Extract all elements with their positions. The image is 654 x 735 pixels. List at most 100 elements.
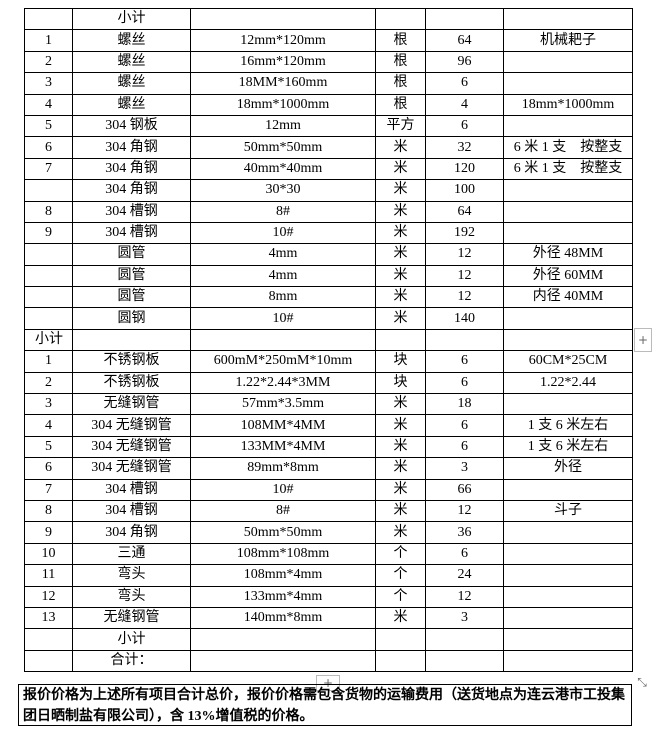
table-cell: 133MM*4MM <box>190 435 376 459</box>
table-cell: 1 <box>24 29 73 52</box>
table-row: 圆管 8mm 米 12 内径 40MM <box>24 286 633 309</box>
table-cell <box>190 7 376 31</box>
table-cell: 8 <box>24 499 73 523</box>
table-cell <box>72 328 191 352</box>
table-row: 3 无缝钢管 57mm*3.5mm 米 18 <box>24 393 633 416</box>
table-cell <box>503 200 633 223</box>
table-cell: 个 <box>375 585 426 608</box>
table-cell: 外径 48MM <box>503 243 633 266</box>
table-cell: 12 <box>425 585 504 608</box>
table-cell: 1.22*2.44*3MM <box>190 371 376 395</box>
table-cell: 块 <box>375 371 426 395</box>
table-cell: 圆钢 <box>72 307 191 330</box>
quote-table: 小计 1 螺丝 12mm*120mm 根 64 机械耙子 2 螺丝 16mm*120mm 根 96 3 螺… <box>24 7 633 673</box>
table-cell: 89mm*8mm <box>190 457 376 480</box>
table-cell: 3 <box>24 393 73 416</box>
table-cell <box>503 179 633 202</box>
table-cell: 4mm <box>190 264 376 288</box>
table-cell: 304 角钢 <box>72 521 191 544</box>
table-cell: 304 无缝钢管 <box>72 457 191 480</box>
table-cell: 个 <box>375 542 426 566</box>
table-cell: 根 <box>375 29 426 52</box>
table-cell: 3 <box>425 457 504 480</box>
table-cell: 12 <box>24 585 73 608</box>
table-row: 12 弯头 133mm*4mm 个 12 <box>24 585 633 608</box>
table-cell: 6 <box>425 72 504 95</box>
table-cell: 5 <box>24 435 73 459</box>
table-cell <box>375 7 426 31</box>
table-cell: 24 <box>425 564 504 587</box>
table-cell: 米 <box>375 307 426 330</box>
table-cell: 108MM*4MM <box>190 414 376 437</box>
table-cell: 2 <box>24 50 73 74</box>
table-cell: 8# <box>190 499 376 523</box>
resize-handle[interactable]: ⤡ <box>634 674 650 690</box>
table-cell <box>503 7 633 31</box>
table-row: 8 304 槽钢 8# 米 64 <box>24 200 633 223</box>
table-cell: 304 槽钢 <box>72 221 191 245</box>
table-row: 10 三通 108mm*108mm 个 6 <box>24 542 633 566</box>
table-row: 304 角钢 30*30 米 100 <box>24 179 633 202</box>
table-cell: 外径 <box>503 457 633 480</box>
table-cell: 米 <box>375 179 426 202</box>
table-cell: 6 <box>425 371 504 395</box>
table-cell <box>24 264 73 288</box>
table-cell: 小计 <box>24 328 73 352</box>
table-cell <box>24 628 73 651</box>
table-cell <box>24 649 73 673</box>
table-cell: 块 <box>375 350 426 373</box>
add-column-handle[interactable]: + <box>634 328 652 352</box>
table-cell: 米 <box>375 393 426 416</box>
table-row: 4 304 无缝钢管 108MM*4MM 米 6 1 支 6 米左右 <box>24 414 633 437</box>
table-cell: 外径 60MM <box>503 264 633 288</box>
table-cell: 米 <box>375 243 426 266</box>
table-cell: 圆管 <box>72 264 191 288</box>
table-cell: 根 <box>375 93 426 116</box>
add-row-handle[interactable]: + <box>316 675 340 691</box>
table-cell <box>24 286 73 309</box>
table-cell <box>503 50 633 74</box>
table-cell <box>503 221 633 245</box>
table-cell: 米 <box>375 499 426 523</box>
table-cell: 米 <box>375 457 426 480</box>
table-cell: 8# <box>190 200 376 223</box>
table-cell: 8 <box>24 200 73 223</box>
table-cell <box>503 585 633 608</box>
table-cell: 根 <box>375 72 426 95</box>
table-row: 圆管 4mm 米 12 外径 60MM <box>24 264 633 288</box>
table-cell <box>24 7 73 31</box>
table-cell: 10# <box>190 478 376 501</box>
table-cell: 140mm*8mm <box>190 606 376 630</box>
table-cell: 5 <box>24 114 73 138</box>
table-cell: 无缝钢管 <box>72 393 191 416</box>
table-cell: 米 <box>375 606 426 630</box>
table-cell: 11 <box>24 564 73 587</box>
table-cell: 7 <box>24 157 73 181</box>
table-cell: 108mm*4mm <box>190 564 376 587</box>
table-cell: 100 <box>425 179 504 202</box>
table-cell: 120 <box>425 157 504 181</box>
table-cell: 18MM*160mm <box>190 72 376 95</box>
table-cell: 12 <box>425 243 504 266</box>
table-cell: 50mm*50mm <box>190 136 376 159</box>
table-cell <box>375 328 426 352</box>
table-cell: 9 <box>24 521 73 544</box>
table-cell: 10# <box>190 307 376 330</box>
table-cell: 圆管 <box>72 243 191 266</box>
table-cell <box>503 72 633 95</box>
table-cell: 小计 <box>72 628 191 651</box>
table-row: 3 螺丝 18MM*160mm 根 6 <box>24 72 633 95</box>
table-cell <box>375 649 426 673</box>
table-cell <box>503 307 633 330</box>
table-cell: 6 <box>425 414 504 437</box>
table-cell: 304 钢板 <box>72 114 191 138</box>
table-cell: 18mm*1000mm <box>503 93 633 116</box>
table-row: 9 304 槽钢 10# 米 192 <box>24 221 633 245</box>
table-row: 5 304 无缝钢管 133MM*4MM 米 6 1 支 6 米左右 <box>24 435 633 459</box>
table-row: 圆钢 10# 米 140 <box>24 307 633 330</box>
table-cell <box>425 628 504 651</box>
table-row: 小计 <box>24 7 633 31</box>
table-cell: 4 <box>24 93 73 116</box>
table-cell: 弯头 <box>72 585 191 608</box>
